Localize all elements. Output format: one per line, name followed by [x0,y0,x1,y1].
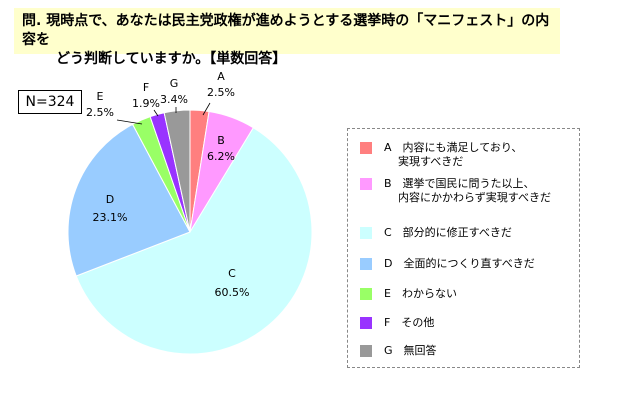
pie-label-pct-c: 60.5% [215,286,250,299]
legend-label-g: G 無回答 [384,344,437,358]
leader-line-a [202,102,211,116]
legend-label-line: A 内容にも満足しており、 [384,141,523,154]
legend-label-line: B 選挙で国民に問うた以上、 [384,177,535,190]
pie-label-key-a: A [217,70,225,83]
legend-label-d: D 全面的につくり直すべきだ [384,257,535,271]
pie-label-pct-a: 2.5% [207,86,235,99]
legend-label-b: B 選挙で国民に問うた以上、 内容にかかわらず実現すべきだ [384,177,551,205]
question-title-line1: 問. 現時点で、あなたは民主党政権が進めようとする選挙時の「マニフェスト」の内容… [22,13,550,48]
pie-slice-g [163,109,191,233]
legend-label-line: 内容にかかわらず実現すべきだ [398,191,552,204]
legend-swatch-a [360,142,372,154]
legend-label-a: A 内容にも満足しており、 実現すべきだ [384,141,522,169]
pie-label-key-e: E [97,90,104,103]
legend-label-line: G 無回答 [384,344,437,357]
legend-box: A 内容にも満足しており、 実現すべきだ B 選挙で国民に問うた以上、 内容にかかわら… [347,128,580,368]
leader-line-e [116,119,143,125]
pie-label-pct-e: 2.5% [86,106,114,119]
pie-label-pct-b: 6.2% [207,150,235,163]
pie-label-pct-d: 23.1% [93,211,128,224]
legend-swatch-d [360,258,372,270]
pie-slice-c [75,127,313,355]
legend-label-line: F その他 [384,316,435,329]
legend-swatch-e [360,288,372,300]
legend-label-line: D 全面的につくり直すべきだ [384,257,535,270]
question-title-line2: どう判断していますか。【単数回答】 [56,51,287,67]
leader-line-f [153,109,159,117]
pie-label-key-f: F [143,81,149,94]
legend-label-e: E わからない [384,287,457,301]
pie-label-pct-f: 1.9% [132,97,160,110]
legend-label-line: 実現すべきだ [398,155,464,168]
legend-swatch-c [360,227,372,239]
sample-size-box: N=324 [18,90,82,114]
legend-swatch-f [360,317,372,329]
pie-slice-d [67,123,191,277]
legend-label-line: C 部分的に修正すべきだ [384,226,512,239]
legend-label-c: C 部分的に修正すべきだ [384,226,512,240]
legend-swatch-b [360,178,372,190]
legend-swatch-g [360,345,372,357]
legend-label-line: E わからない [384,287,457,300]
pie-label-key-d: D [106,193,114,206]
legend-label-f: F その他 [384,316,434,330]
pie-label-pct-g: 3.4% [160,93,188,106]
pie-label-key-c: C [228,267,236,280]
pie-label-key-g: G [170,77,179,90]
question-title-box: 問. 現時点で、あなたは民主党政権が進めようとする選挙時の「マニフェスト」の内容… [14,8,560,67]
pie-label-key-b: B [217,134,225,147]
